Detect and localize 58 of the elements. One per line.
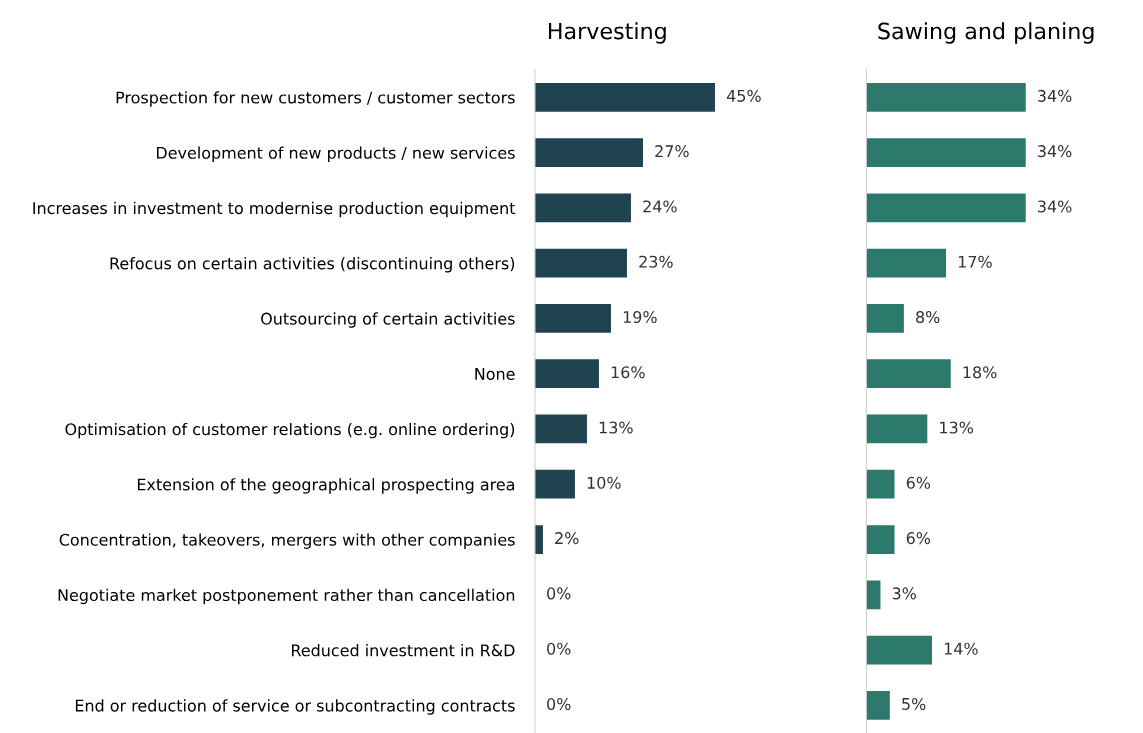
bar xyxy=(534,193,631,223)
data-label: 6% xyxy=(906,476,931,489)
y-tick-label: End or reduction of service or subcontracting contracts xyxy=(75,699,515,715)
y-tick-label: Development of new products / new services xyxy=(156,146,515,162)
data-label: 27% xyxy=(655,145,689,158)
data-label: 17% xyxy=(958,255,992,268)
bar xyxy=(866,414,928,444)
bar xyxy=(866,304,904,333)
y-tick-label: Reduced investment in R&D xyxy=(291,644,515,657)
data-label: 8% xyxy=(916,310,940,324)
bar xyxy=(866,580,881,610)
chart-title: Sawing and planing xyxy=(878,22,1094,44)
data-label: 0% xyxy=(547,642,571,655)
bar xyxy=(866,635,932,665)
data-label: 34% xyxy=(1038,200,1072,213)
data-label: 23% xyxy=(639,255,673,268)
y-tick-label: Outsourcing of certain activities xyxy=(261,312,515,328)
bar xyxy=(866,469,895,499)
data-label: 10% xyxy=(587,476,621,489)
y-tick-label: Prospection for new customers / customer sectors xyxy=(116,91,515,107)
data-label: 16% xyxy=(611,366,645,379)
y-tick-label: None xyxy=(475,368,515,380)
data-label: 34% xyxy=(1038,89,1072,102)
bar xyxy=(534,469,575,499)
bar xyxy=(534,248,627,278)
y-tick-label: Increases in investment to modernise production equipment xyxy=(33,201,516,218)
data-label: 6% xyxy=(906,532,931,545)
data-label: 13% xyxy=(599,421,633,434)
bar xyxy=(866,82,1026,112)
data-label: 2% xyxy=(555,532,579,545)
bar xyxy=(866,359,951,389)
y-tick-label: Refocus on certain activities (discontinuing others) xyxy=(110,257,515,273)
bar xyxy=(534,414,587,444)
y-tick-label: Concentration, takeovers, mergers with other companies xyxy=(59,533,515,549)
bar xyxy=(866,248,947,278)
data-label: 14% xyxy=(944,642,978,655)
y-tick-label: Extension of the geographical prospecting area xyxy=(137,478,515,494)
y-tick-label: Negotiate market postponement rather than cancellation xyxy=(58,588,515,605)
bar xyxy=(866,690,890,720)
data-label: 45% xyxy=(726,89,761,102)
data-label: 24% xyxy=(643,200,677,213)
data-label: 13% xyxy=(940,421,974,434)
bar xyxy=(866,138,1026,167)
data-label: 3% xyxy=(892,587,917,600)
bar xyxy=(534,82,716,112)
bar xyxy=(534,138,643,167)
data-label: 19% xyxy=(623,310,657,324)
bar xyxy=(534,304,611,333)
bar xyxy=(866,193,1026,223)
bar xyxy=(866,525,895,554)
chart-title: Harvesting xyxy=(548,22,666,44)
data-label: 5% xyxy=(902,697,926,710)
data-label: 0% xyxy=(547,697,571,710)
data-label: 34% xyxy=(1038,145,1072,158)
data-label: 18% xyxy=(963,366,997,379)
bar xyxy=(534,359,599,389)
y-tick-label: Optimisation of customer relations (e.g. online ordering) xyxy=(65,422,515,439)
data-label: 0% xyxy=(547,587,571,600)
